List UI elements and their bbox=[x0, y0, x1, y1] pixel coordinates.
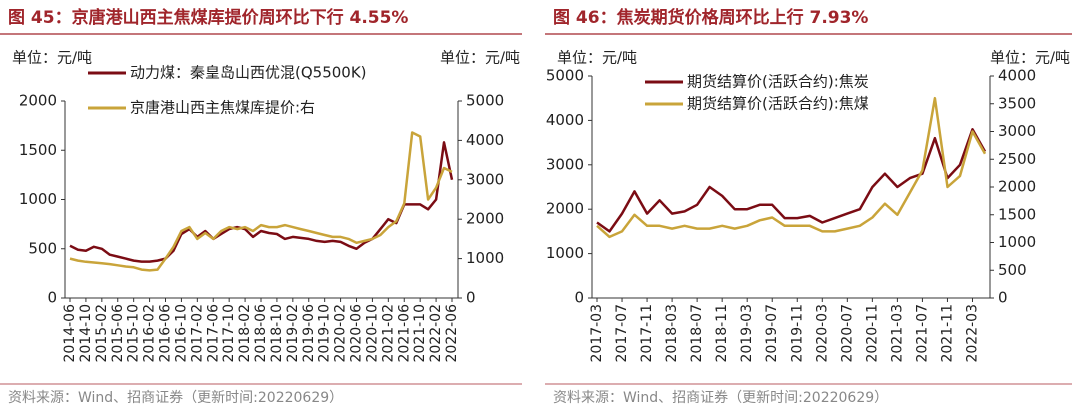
x-tick-label: 2017-11 bbox=[639, 304, 655, 363]
y-tick-label: 0 bbox=[574, 289, 584, 307]
x-tick-label: 2018-03 bbox=[664, 304, 680, 363]
x-tick-label: 2021-10 bbox=[412, 304, 428, 363]
x-tick-label: 2014-10 bbox=[78, 304, 94, 363]
y-tick-label: 1500 bbox=[19, 141, 57, 159]
legend-label: 动力煤：秦皇岛山西优混(Q5500K) bbox=[130, 64, 367, 82]
x-tick-label: 2021-07 bbox=[914, 304, 930, 363]
x-tick-label: 2018-11 bbox=[714, 304, 730, 363]
x-tick-label: 2020-07 bbox=[839, 304, 855, 363]
series-line bbox=[69, 131, 453, 272]
y-tick-label: 5000 bbox=[546, 67, 584, 85]
chart-title: 图 46：焦炭期货价格周环比上行 7.93% bbox=[553, 7, 868, 28]
x-tick-label: 2017-06 bbox=[205, 304, 221, 363]
y2-tick-label: 500 bbox=[998, 261, 1027, 279]
unit-right: 单位：元/吨 bbox=[990, 49, 1070, 67]
series-line bbox=[69, 141, 454, 263]
x-tick-label: 2018-02 bbox=[237, 304, 253, 363]
y2-tick-label: 3000 bbox=[466, 170, 504, 188]
y2-tick-label: 3500 bbox=[998, 94, 1036, 112]
y-tick-label: 2000 bbox=[546, 200, 584, 218]
legend-label: 期货结算价(活跃合约):焦煤 bbox=[687, 95, 869, 113]
y-tick-label: 0 bbox=[47, 289, 57, 307]
y2-tick-label: 0 bbox=[466, 289, 476, 307]
x-tick-label: 2020-06 bbox=[349, 304, 365, 363]
x-tick-label: 2022-02 bbox=[428, 304, 444, 363]
y2-tick-label: 4000 bbox=[466, 131, 504, 149]
y2-tick-label: 5000 bbox=[466, 92, 504, 110]
x-tick-label: 2017-02 bbox=[189, 304, 205, 363]
x-tick-label: 2019-02 bbox=[285, 304, 301, 363]
unit-left: 单位：元/吨 bbox=[557, 49, 637, 67]
y-tick-label: 1000 bbox=[546, 244, 584, 262]
x-tick-label: 2019-03 bbox=[739, 304, 755, 363]
x-tick-label: 2019-10 bbox=[317, 304, 333, 363]
x-tick-label: 2018-10 bbox=[269, 304, 285, 363]
y-tick-label: 4000 bbox=[546, 111, 584, 129]
x-tick-label: 2015-02 bbox=[94, 304, 110, 363]
y2-tick-label: 1000 bbox=[998, 233, 1036, 251]
y2-tick-label: 2000 bbox=[466, 210, 504, 228]
y2-tick-label: 3000 bbox=[998, 122, 1036, 140]
x-tick-label: 2021-11 bbox=[939, 304, 955, 363]
x-tick-label: 2020-03 bbox=[814, 304, 830, 363]
x-tick-label: 2015-06 bbox=[110, 304, 126, 363]
y-tick-label: 3000 bbox=[546, 155, 584, 173]
x-tick-label: 2016-02 bbox=[142, 304, 158, 363]
x-tick-label: 2016-10 bbox=[173, 304, 189, 363]
x-tick-label: 2019-07 bbox=[764, 304, 780, 363]
x-tick-label: 2015-10 bbox=[126, 304, 142, 363]
y2-tick-label: 2000 bbox=[998, 178, 1036, 196]
x-tick-label: 2022-03 bbox=[964, 304, 980, 363]
unit-right: 单位：元/吨 bbox=[440, 49, 520, 67]
x-tick-label: 2014-06 bbox=[62, 304, 78, 363]
x-tick-label: 2020-10 bbox=[364, 304, 380, 363]
x-tick-label: 2022-06 bbox=[444, 304, 460, 363]
legend-label: 期货结算价(活跃合约):焦炭 bbox=[687, 73, 869, 91]
x-tick-label: 2017-03 bbox=[589, 304, 605, 363]
y-tick-label: 2000 bbox=[19, 92, 57, 110]
x-tick-label: 2018-07 bbox=[689, 304, 705, 363]
x-tick-label: 2021-02 bbox=[380, 304, 396, 363]
source-note: 资料来源：Wind、招商证券（更新时间:20220629） bbox=[8, 390, 343, 406]
y2-tick-label: 1000 bbox=[466, 249, 504, 267]
x-tick-label: 2016-06 bbox=[158, 304, 174, 363]
x-tick-label: 2021-06 bbox=[396, 304, 412, 363]
y2-tick-label: 1500 bbox=[998, 205, 1036, 223]
source-note: 资料来源：Wind、招商证券（更新时间:20220629） bbox=[553, 390, 888, 406]
chart-title: 图 45：京唐港山西主焦煤库提价周环比下行 4.55% bbox=[8, 7, 408, 28]
x-tick-label: 2020-02 bbox=[333, 304, 349, 363]
y-tick-label: 1000 bbox=[19, 190, 57, 208]
y2-tick-label: 0 bbox=[998, 289, 1008, 307]
x-tick-label: 2018-06 bbox=[253, 304, 269, 363]
x-tick-label: 2019-11 bbox=[789, 304, 805, 363]
x-tick-label: 2021-03 bbox=[889, 304, 905, 363]
x-tick-label: 2020-11 bbox=[864, 304, 880, 363]
x-tick-label: 2019-06 bbox=[301, 304, 317, 363]
legend-label: 京唐港山西主焦煤库提价:右 bbox=[130, 99, 315, 117]
y2-tick-label: 4000 bbox=[998, 67, 1036, 85]
x-tick-label: 2017-10 bbox=[221, 304, 237, 363]
y-tick-label: 500 bbox=[28, 239, 57, 257]
y2-tick-label: 2500 bbox=[998, 150, 1036, 168]
series-line bbox=[596, 96, 987, 239]
unit-left: 单位：元/吨 bbox=[12, 49, 92, 67]
x-tick-label: 2017-07 bbox=[614, 304, 630, 363]
